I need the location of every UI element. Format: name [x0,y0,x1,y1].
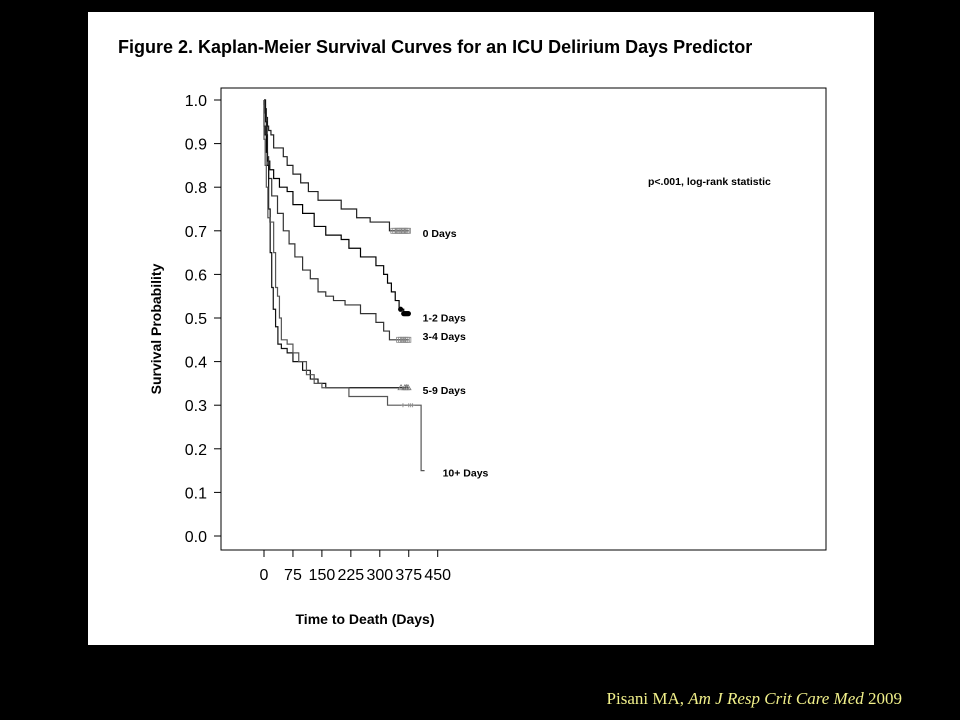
series-label: 3-4 Days [423,331,466,343]
x-tick-label: 150 [309,567,336,584]
chart-title: Figure 2. Kaplan-Meier Survival Curves f… [118,37,752,57]
y-tick-label: 0.0 [185,529,207,546]
citation-journal: Am J Resp Crit Care Med [688,689,864,708]
x-tick-label: 75 [284,567,302,584]
x-tick-label: 225 [337,567,364,584]
citation-year: 2009 [868,689,902,708]
censor-mark [405,311,411,317]
x-tick-label: 0 [260,567,269,584]
y-tick-label: 0.5 [185,311,207,328]
km-curve-0-days [264,99,409,232]
y-tick-label: 0.2 [185,442,207,459]
x-tick-label: 300 [366,567,393,584]
y-axis-title: Survival Probability [148,263,164,394]
plot-frame [220,87,827,551]
censor-mark [397,383,405,391]
km-curve-10-days [263,100,425,472]
y-tick-label: 0.3 [185,398,207,415]
y-tick-label: 0.7 [185,224,207,241]
censor-mark [405,336,412,343]
x-tick-label: 375 [395,567,422,584]
figure-panel: Figure 2. Kaplan-Meier Survival Curves f… [88,12,874,645]
series-label: 0 Days [423,228,457,240]
y-tick-label: 1.0 [185,93,207,110]
y-tick-label: 0.4 [185,355,207,372]
y-tick-label: 0.8 [185,180,207,197]
y-tick-label: 0.6 [185,267,207,284]
citation-author: Pisani MA, [606,689,685,708]
survival-curves [263,99,425,472]
x-axis-title: Time to Death (Days) [296,611,435,627]
x-axis: 0 75 150 225 300 375 450 [260,550,451,584]
log-rank-annotation: p<.001, log-rank statistic [648,176,771,188]
km-survival-chart: Figure 2. Kaplan-Meier Survival Curves f… [118,37,827,627]
series-label: 5-9 Days [423,385,466,397]
y-tick-label: 0.9 [185,137,207,154]
km-curve-5-9-days [264,99,409,389]
km-curve-1-2-days [263,100,409,315]
censor-mark [410,403,415,408]
citation: Pisani MA, Am J Resp Crit Care Med 2009 [607,689,902,709]
y-tick-label: 0.1 [185,485,207,502]
y-axis: 0.0 0.1 0.2 0.3 0.4 0.5 0.6 0.7 0.8 0.9 1.0 [185,93,221,546]
censor-mark [405,227,411,234]
km-curve-3-4-days [263,100,409,341]
series-label: 10+ Days [443,468,489,480]
censor-mark [404,383,412,391]
series-label: 1-2 Days [423,313,466,325]
series-labels: 0 Days 1-2 Days 3-4 Days 5-9 Days 10+ Days [423,228,489,480]
censor-mark [398,306,404,312]
x-tick-label: 450 [424,567,451,584]
censor-mark [400,403,405,408]
